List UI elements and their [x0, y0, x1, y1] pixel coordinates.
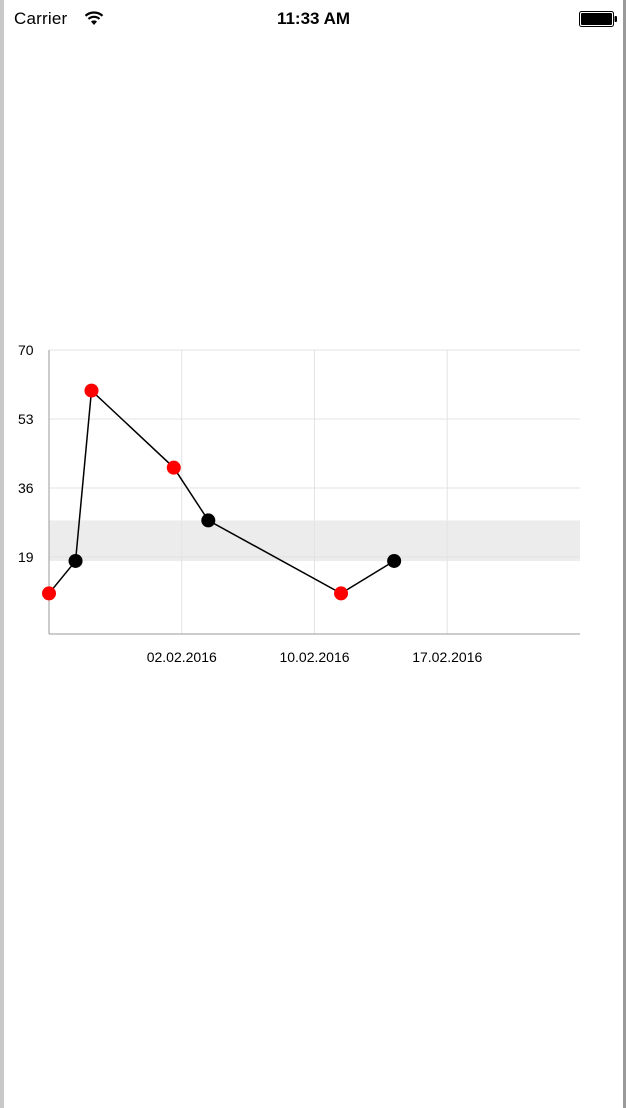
x-tick-label: 02.02.2016	[147, 649, 217, 665]
data-point-red[interactable]	[334, 586, 349, 601]
y-tick-label: 19	[18, 549, 34, 565]
left-window-edge	[0, 0, 4, 1108]
data-point-red[interactable]	[42, 586, 56, 601]
right-window-edge	[623, 0, 626, 1108]
status-time: 11:33 AM	[276, 9, 351, 28]
data-point-black[interactable]	[201, 513, 216, 528]
x-tick-label: 10.02.2016	[279, 649, 349, 665]
data-point-black[interactable]	[387, 553, 402, 568]
chart-canvas: 19 36 53 70 02.02.2016 10.02.2016 17.02.2016	[18, 342, 580, 665]
y-tick-label: 53	[18, 411, 34, 427]
status-bar: Carrier 11:33 AM	[4, 0, 623, 40]
data-point-red[interactable]	[166, 460, 181, 475]
data-point-red[interactable]	[84, 383, 99, 398]
data-point-black[interactable]	[68, 553, 83, 568]
x-tick-label: 17.02.2016	[412, 649, 482, 665]
y-tick-label: 36	[18, 480, 34, 496]
series-line	[48, 388, 395, 595]
wifi-icon	[84, 11, 104, 25]
battery-icon	[579, 11, 617, 27]
y-tick-label: 70	[18, 342, 34, 358]
line-chart: 19 36 53 70 02.02.2016 10.02.2016 17.02.2016	[0, 330, 626, 690]
carrier-label: Carrier	[14, 9, 68, 28]
